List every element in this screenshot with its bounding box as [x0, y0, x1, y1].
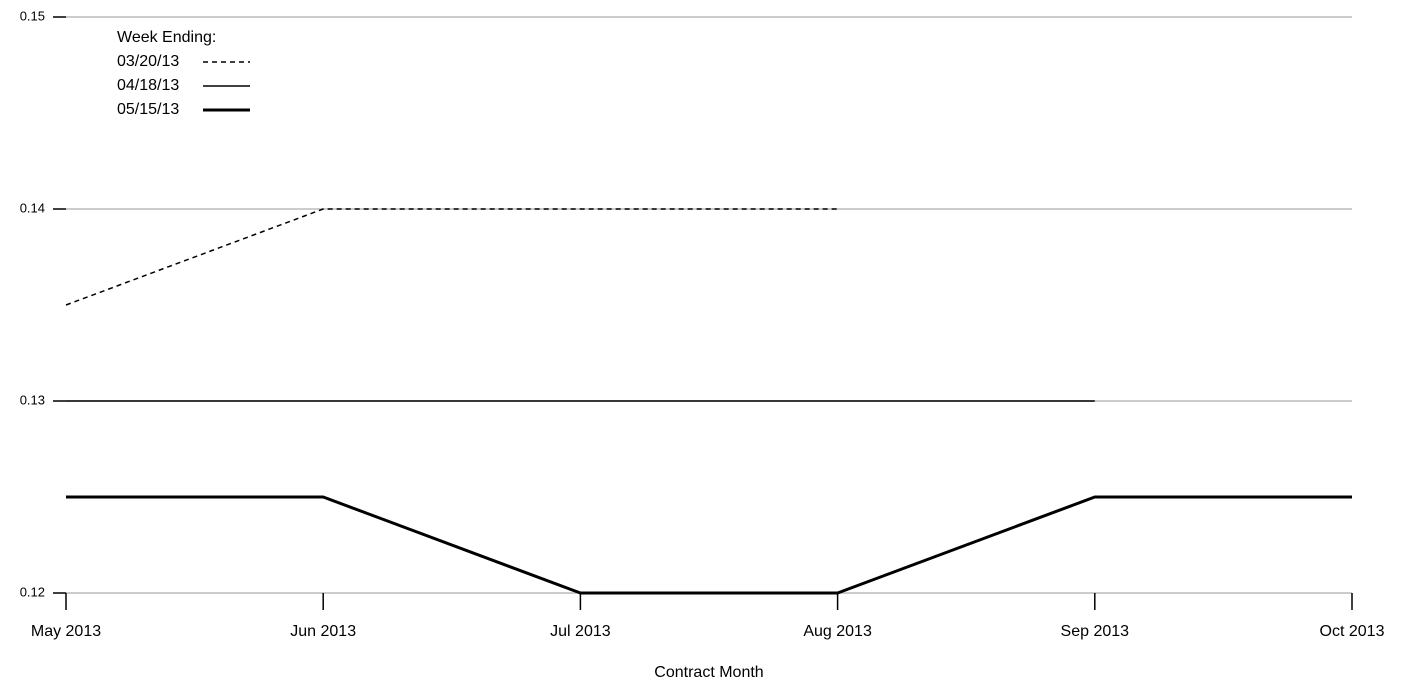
series-line: [66, 495, 1352, 595]
y-tick-label: 0.15: [20, 8, 45, 23]
legend-title: Week Ending:: [117, 29, 216, 46]
x-tick-label: Sep 2013: [1061, 623, 1130, 640]
x-tick-label: Jul 2013: [550, 623, 611, 640]
legend-label: 05/15/13: [117, 101, 179, 118]
x-tick-label: Aug 2013: [803, 623, 872, 640]
y-tick-label: 0.13: [20, 392, 45, 407]
x-tick-label: Oct 2013: [1320, 623, 1385, 640]
y-tick-label: 0.12: [20, 584, 45, 599]
x-axis-label: Contract Month: [654, 664, 763, 681]
x-tick-label: Jun 2013: [290, 623, 356, 640]
legend-label: 04/18/13: [117, 77, 179, 94]
y-tick-label: 0.14: [20, 200, 45, 215]
x-tick-label: May 2013: [31, 623, 101, 640]
series-line: [65, 208, 838, 306]
legend-label: 03/20/13: [117, 53, 179, 70]
